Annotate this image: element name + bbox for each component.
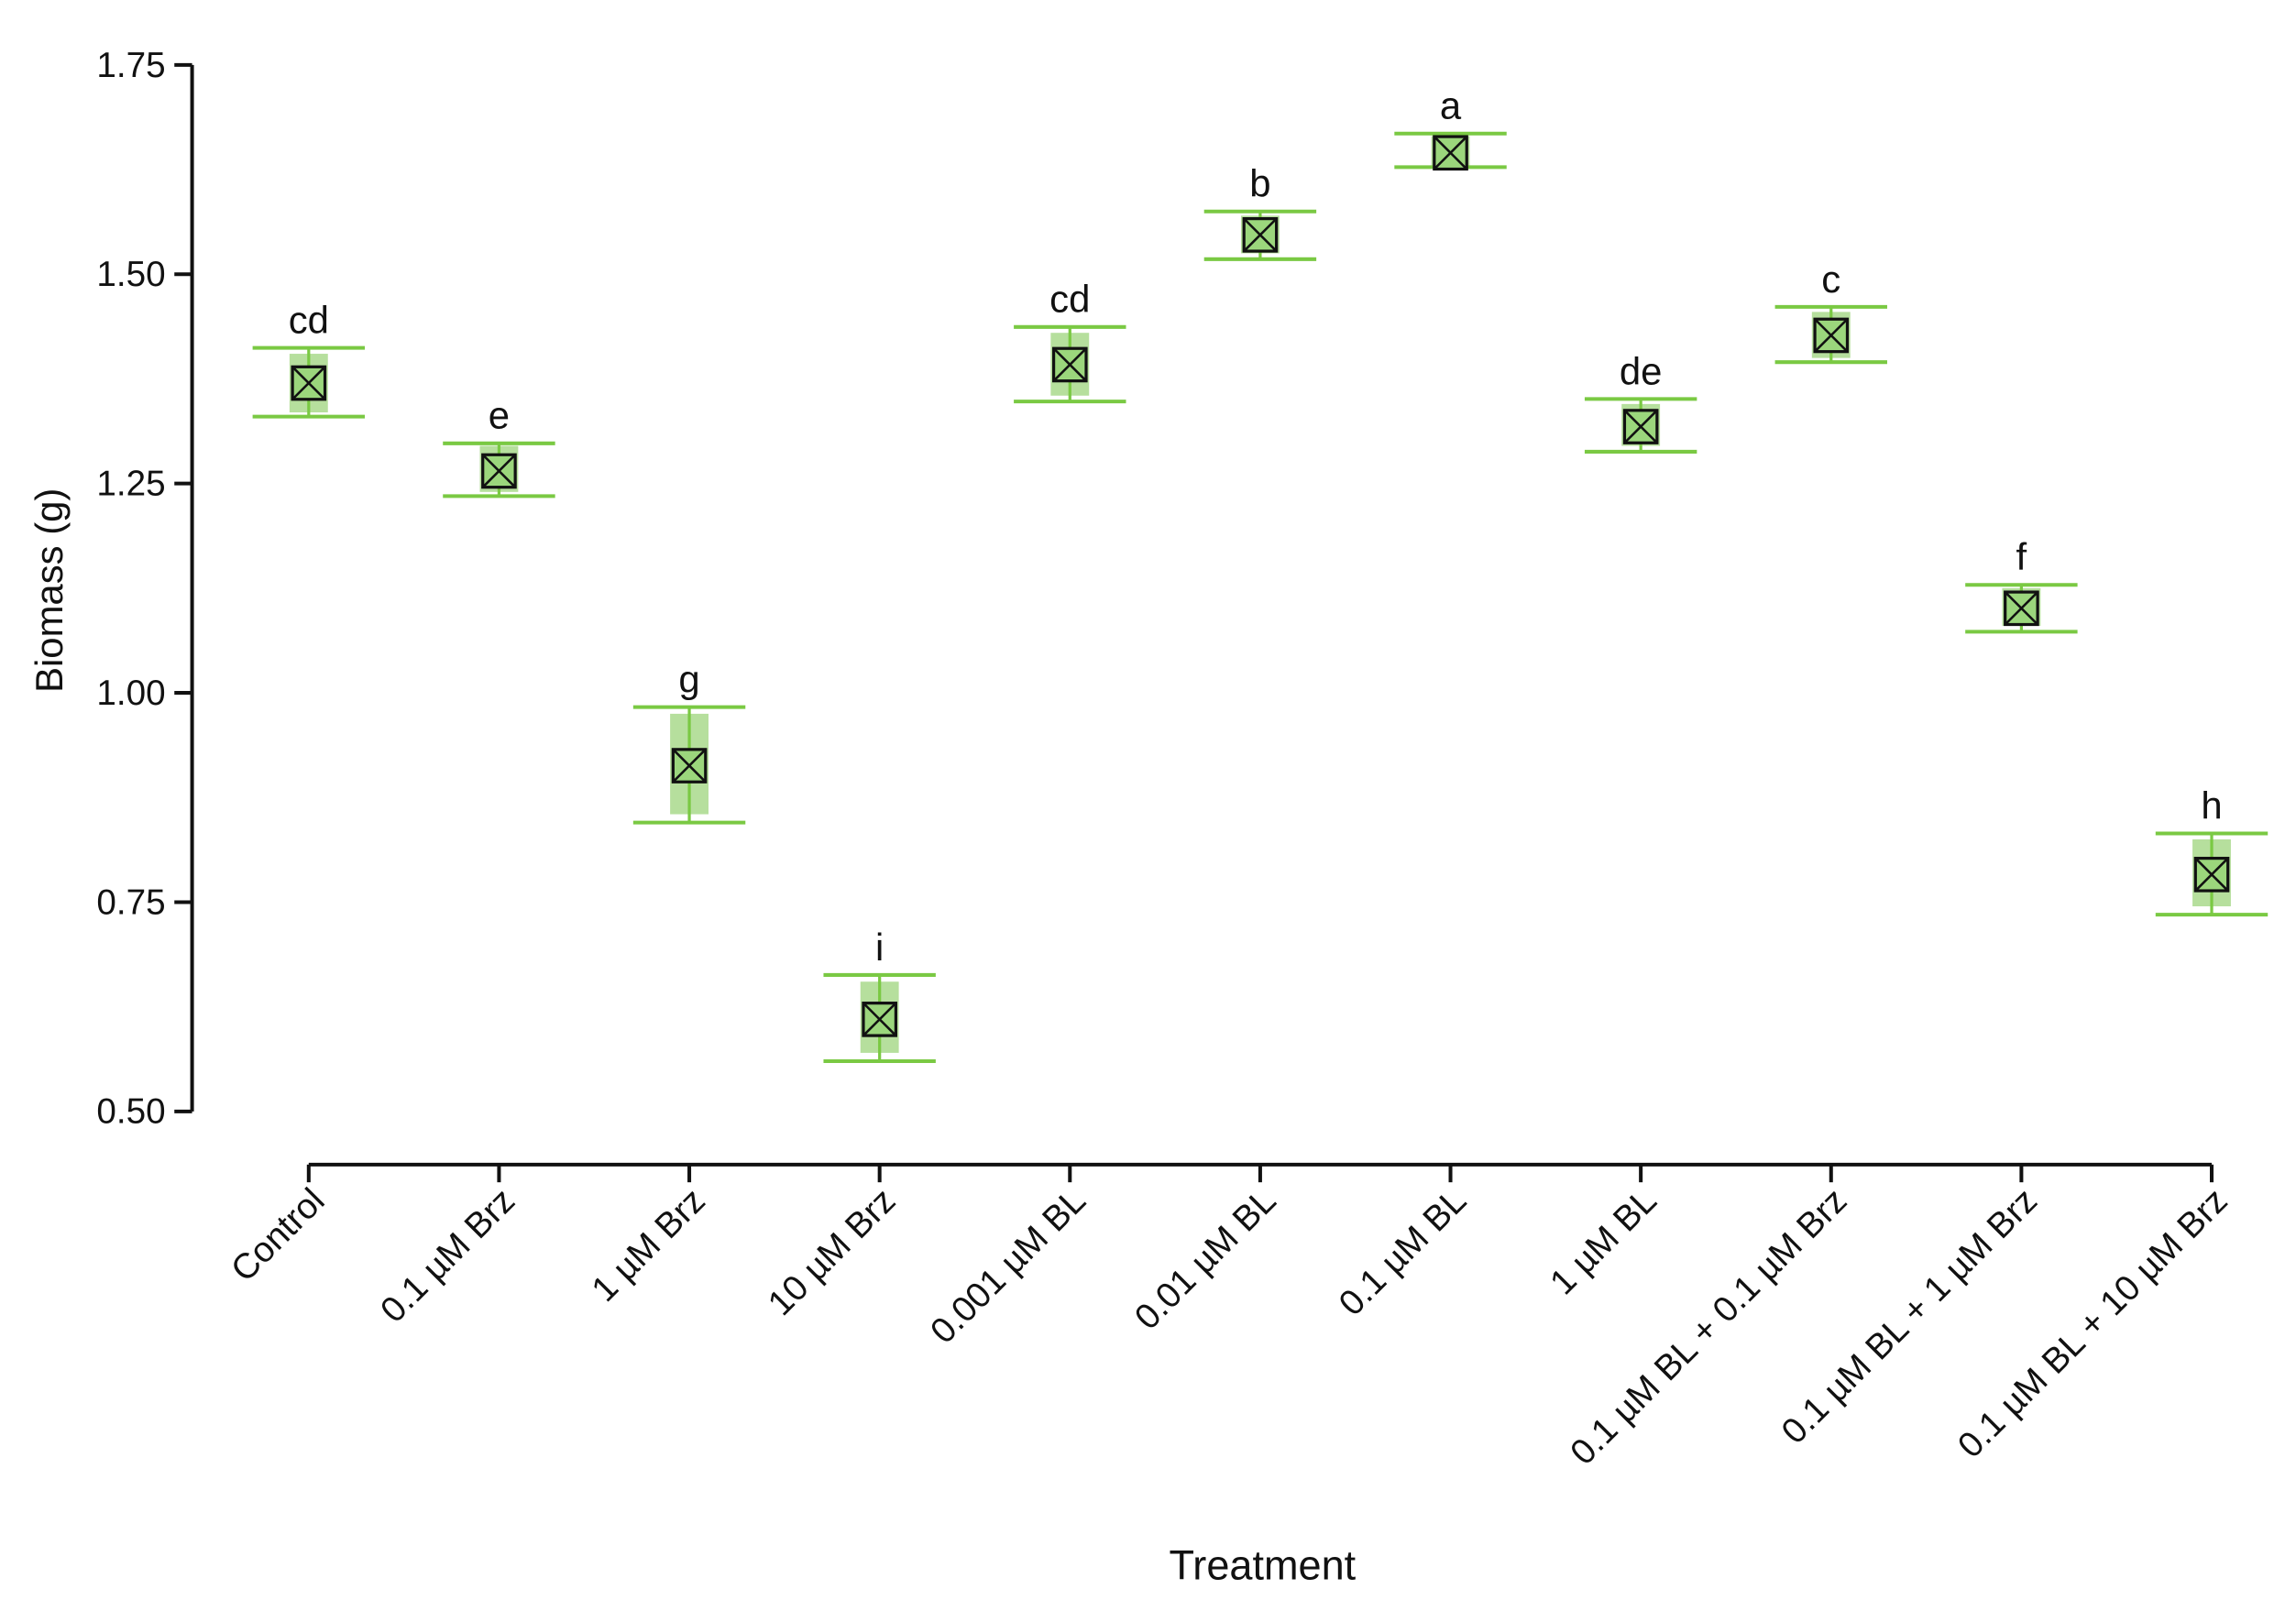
mean-marker-cross bbox=[481, 454, 517, 488]
mean-marker-cross bbox=[1814, 318, 1849, 353]
mean-marker-cross bbox=[1623, 409, 1658, 444]
significance-letter: de bbox=[1620, 349, 1663, 392]
mean-marker-cross bbox=[2004, 591, 2039, 626]
mean-marker-cross bbox=[1243, 217, 1278, 252]
mean-marker-cross bbox=[1052, 347, 1087, 382]
y-tick-label: 0.75 bbox=[96, 882, 165, 922]
mean-marker-cross bbox=[2194, 857, 2229, 892]
x-tick-label: 0.01 µM BL bbox=[1127, 1181, 1284, 1338]
x-tick-label: 0.1 µM BL bbox=[1332, 1181, 1474, 1323]
mean-marker-cross bbox=[1433, 136, 1468, 170]
significance-letter: e bbox=[489, 394, 510, 437]
mean-marker-cross bbox=[672, 748, 707, 784]
significance-letter: h bbox=[2201, 784, 2222, 827]
x-tick-label: 10 µM Brz bbox=[761, 1181, 903, 1323]
significance-letter: i bbox=[875, 926, 884, 969]
x-axis-label: Treatment bbox=[1169, 1541, 1356, 1588]
y-tick-label: 1.75 bbox=[96, 46, 165, 85]
y-axis-label: Biomass (g) bbox=[27, 488, 71, 693]
x-tick-label: 1 µM Brz bbox=[584, 1181, 712, 1310]
significance-letter: g bbox=[678, 657, 699, 700]
significance-letter: cd bbox=[1049, 278, 1090, 321]
y-tick-label: 0.50 bbox=[96, 1092, 165, 1132]
y-tick-label: 1.50 bbox=[96, 255, 165, 294]
significance-letter: f bbox=[2016, 535, 2027, 578]
x-tick-label: 1 µM BL bbox=[1543, 1181, 1664, 1303]
significance-letter: b bbox=[1249, 162, 1270, 205]
significance-letter: a bbox=[1440, 84, 1462, 127]
significance-letter: cd bbox=[289, 299, 329, 342]
y-tick-label: 1.25 bbox=[96, 465, 165, 504]
x-tick-label: 0.1 µM Brz bbox=[373, 1181, 522, 1331]
significance-letter: c bbox=[1821, 258, 1840, 301]
x-tick-label: Control bbox=[224, 1181, 332, 1289]
mean-marker-cross bbox=[291, 366, 326, 400]
mean-marker-cross bbox=[862, 1002, 897, 1036]
x-tick-label: 0.001 µM BL bbox=[923, 1181, 1093, 1352]
y-tick-label: 1.00 bbox=[96, 674, 165, 713]
